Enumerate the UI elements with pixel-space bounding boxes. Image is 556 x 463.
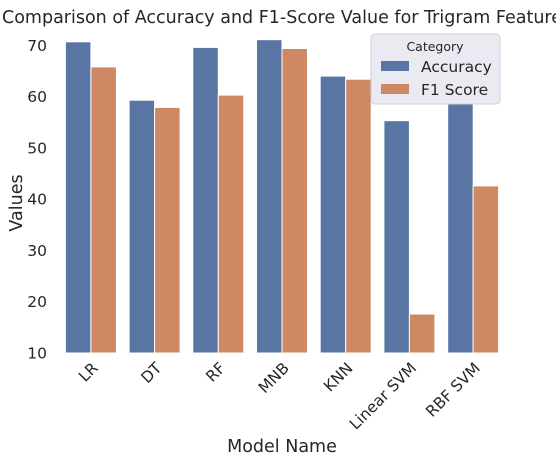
bar-f1-score-dt: [154, 106, 181, 354]
x-tick-label: LR: [75, 359, 102, 386]
bar-accuracy-knn: [319, 75, 347, 354]
x-axis-label: Model Name: [227, 437, 337, 457]
bar-accuracy-mnb: [256, 39, 283, 354]
y-tick-label: 70: [27, 37, 47, 55]
bars-layer: [64, 39, 500, 354]
y-tick-label: 30: [27, 242, 47, 260]
legend-title: Category: [406, 39, 464, 54]
y-tick-label: 10: [27, 345, 47, 363]
bar-accuracy-rbf-svm: [447, 82, 474, 354]
y-tick-label: 40: [27, 191, 47, 209]
bar-f1-score-lr: [90, 66, 117, 354]
x-tick-label: Linear SVM: [346, 359, 420, 433]
bar-f1-score-knn: [345, 78, 372, 354]
y-tick-label: 20: [27, 293, 47, 311]
bar-accuracy-lr: [64, 41, 92, 354]
legend: Category Accuracy F1 Score: [370, 33, 501, 105]
chart-title: Comparison of Accuracy and F1-Score Valu…: [2, 8, 556, 28]
legend-label-f1-score: F1 Score: [421, 81, 488, 99]
bar-f1-score-rf: [217, 94, 245, 354]
bar-accuracy-rf: [192, 46, 219, 354]
legend-label-accuracy: Accuracy: [421, 58, 492, 76]
y-tick-label: 60: [27, 88, 47, 106]
y-tick-label: 50: [27, 139, 47, 157]
x-tick-label: RF: [202, 359, 229, 386]
legend-swatch-accuracy: [381, 61, 409, 71]
bar-f1-score-rbf-svm: [472, 185, 500, 354]
bar-f1-score-mnb: [281, 48, 308, 354]
bar-accuracy-dt: [128, 99, 156, 354]
bar-accuracy-linear-svm: [383, 120, 410, 354]
bar-f1-score-linear-svm: [408, 313, 436, 354]
y-axis-label: Values: [7, 174, 27, 231]
x-tick-label: MNB: [255, 359, 293, 397]
x-tick-label: DT: [138, 359, 166, 387]
x-tick-label: RBF SVM: [422, 359, 484, 421]
y-axis-ticks: 10 20 30 40 50 60 70: [27, 37, 47, 363]
x-tick-label: KNN: [320, 359, 356, 395]
legend-swatch-f1-score: [381, 84, 409, 94]
